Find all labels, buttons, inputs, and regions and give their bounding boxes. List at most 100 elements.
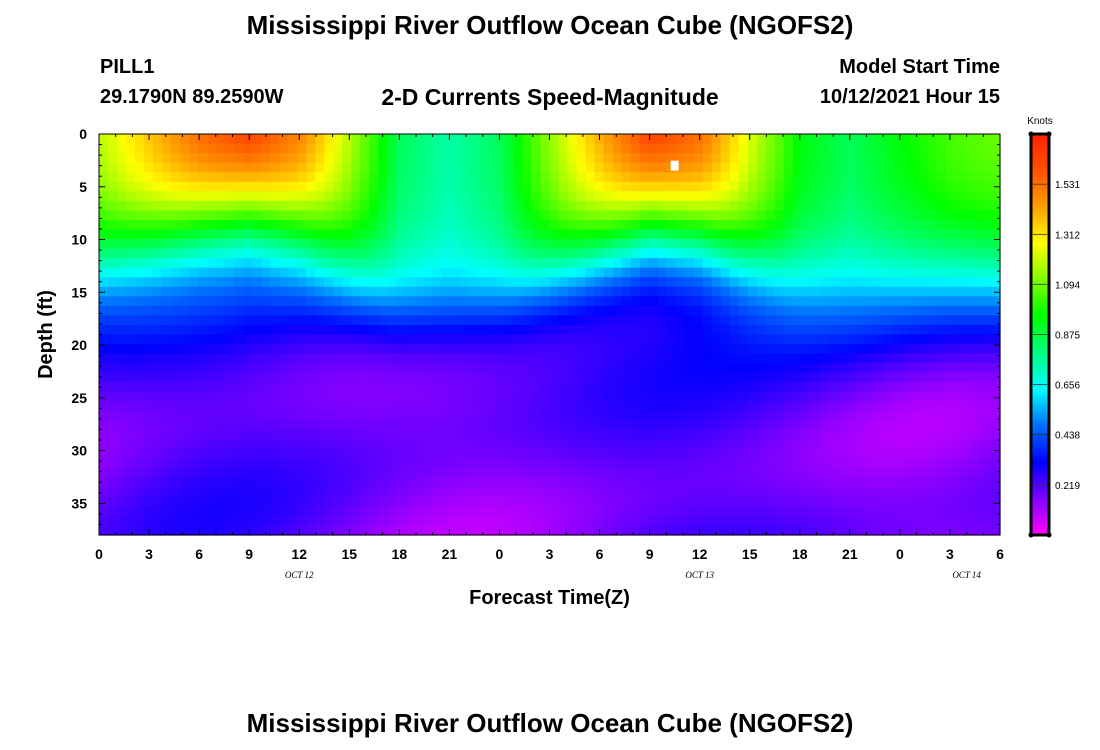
heatmap-cell (936, 334, 947, 345)
y-tick-label: 0 (79, 126, 87, 142)
heatmap-cell (945, 363, 956, 374)
heatmap-cell (891, 410, 902, 422)
heatmap-cell (198, 363, 208, 374)
heatmap-cell (702, 191, 713, 202)
heatmap-cell (99, 277, 109, 288)
heatmap-cell (801, 487, 812, 498)
heatmap-cell (756, 401, 767, 412)
heatmap-cell (513, 239, 524, 250)
heatmap-cell (225, 191, 235, 202)
heatmap-cell (270, 210, 280, 221)
heatmap-cell (477, 172, 488, 183)
heatmap-cell (333, 143, 343, 154)
heatmap-cell (477, 410, 488, 422)
heatmap-cell (351, 315, 361, 326)
heatmap-cell (342, 429, 352, 441)
heatmap-cell (360, 153, 370, 164)
heatmap-cell (819, 200, 830, 211)
heatmap-cell (369, 353, 379, 364)
heatmap-cell (585, 429, 596, 441)
heatmap-cell (144, 458, 154, 469)
heatmap-cell (801, 363, 812, 374)
heatmap-cell (144, 429, 154, 441)
heatmap-cell (162, 153, 172, 164)
heatmap-cell (99, 153, 109, 164)
heatmap-cell (684, 277, 695, 288)
heatmap-cell (585, 210, 596, 221)
heatmap-cell (108, 477, 118, 488)
heatmap-cell (135, 334, 145, 345)
heatmap-cell (270, 191, 280, 202)
heatmap-cell (360, 286, 370, 297)
heatmap-cell (513, 420, 524, 431)
heatmap-cell (810, 277, 821, 288)
heatmap-cell (594, 468, 605, 479)
heatmap-cell (567, 315, 578, 326)
heatmap-cell (702, 258, 713, 269)
heatmap-cell (693, 449, 704, 460)
date-label: OCT 14 (952, 570, 981, 580)
heatmap-cell (414, 229, 424, 240)
heatmap-cell (495, 267, 506, 278)
heatmap-cell (657, 229, 668, 240)
heatmap-cell (126, 496, 136, 507)
heatmap-cell (801, 525, 812, 536)
heatmap-cell (738, 496, 749, 507)
heatmap-cell (810, 181, 821, 192)
heatmap-cell (180, 172, 190, 183)
heatmap-cell (117, 200, 127, 211)
heatmap-cell (612, 410, 623, 422)
heatmap-cell (216, 324, 226, 336)
heatmap-cell (711, 525, 722, 536)
heatmap-cell (99, 525, 109, 536)
heatmap-cell (810, 286, 821, 297)
heatmap-cell (117, 458, 127, 469)
heatmap-cell (180, 305, 190, 317)
model-start-time: 10/12/2021 Hour 15 (819, 86, 1000, 108)
heatmap-cell (990, 382, 1001, 393)
heatmap-cell (450, 248, 460, 259)
heatmap-cell (477, 420, 488, 431)
heatmap-cell (819, 248, 830, 259)
heatmap-cell (432, 267, 442, 278)
heatmap-cell (351, 143, 361, 154)
heatmap-cell (801, 305, 812, 317)
heatmap-cell (801, 382, 812, 393)
heatmap-cell (918, 143, 929, 154)
heatmap-cell (945, 229, 956, 240)
heatmap-cell (954, 248, 965, 259)
heatmap-cell (324, 496, 334, 507)
heatmap-cell (738, 191, 749, 202)
heatmap-cell (981, 219, 992, 231)
colorbar-unit: Knots (1027, 116, 1053, 127)
heatmap-cell (612, 267, 623, 278)
heatmap-cell (405, 420, 415, 431)
heatmap-cell (315, 496, 325, 507)
heatmap-cell (675, 296, 686, 307)
heatmap-cell (711, 210, 722, 221)
heatmap-cell (558, 200, 569, 211)
heatmap-cell (171, 429, 181, 441)
heatmap-cell (351, 248, 361, 259)
heatmap-cell (720, 363, 731, 374)
heatmap-cell (135, 439, 145, 450)
heatmap-cell (603, 382, 614, 393)
heatmap-cell (765, 162, 776, 173)
heatmap-cell (972, 143, 983, 154)
heatmap-cell (648, 401, 659, 412)
heatmap-cell (171, 296, 181, 307)
heatmap-cell (630, 210, 641, 221)
heatmap-cell (342, 410, 352, 422)
heatmap-cell (297, 248, 307, 259)
heatmap-cell (846, 219, 857, 231)
heatmap-cell (900, 181, 911, 192)
heatmap-cell (774, 429, 785, 441)
heatmap-cell (837, 496, 848, 507)
heatmap-cell (126, 334, 136, 345)
heatmap-cell (234, 305, 244, 317)
heatmap-cell (639, 277, 650, 288)
heatmap-cell (846, 410, 857, 422)
heatmap-cell (981, 296, 992, 307)
heatmap-cell (747, 305, 758, 317)
heatmap-cell (423, 439, 433, 450)
